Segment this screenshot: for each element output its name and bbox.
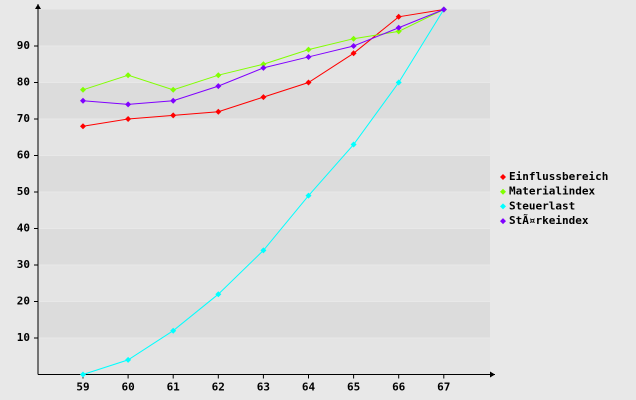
legend-label: StÃ¤rkeindex	[509, 214, 589, 227]
data-point	[395, 13, 402, 20]
data-point	[305, 79, 312, 86]
x-tick-label: 62	[212, 381, 225, 394]
x-tick-label: 67	[437, 381, 450, 394]
legend-label: Steuerlast	[509, 199, 575, 212]
data-point	[305, 192, 312, 199]
grid-band	[38, 119, 490, 156]
data-point	[170, 327, 177, 334]
data-point	[350, 35, 357, 42]
data-point	[80, 123, 86, 130]
grid-band	[38, 265, 490, 302]
data-point	[170, 86, 177, 93]
grid-band	[38, 338, 490, 375]
data-point	[125, 72, 132, 79]
x-tick-label: 59	[76, 381, 89, 394]
y-tick-label: 30	[17, 258, 30, 271]
x-axis-arrow	[490, 371, 495, 378]
x-tick-label: 63	[257, 381, 270, 394]
x-tick-label: 64	[302, 381, 316, 394]
y-tick-label: 70	[17, 112, 30, 125]
data-point	[125, 101, 132, 108]
legend-label: Einflussbereich	[509, 170, 608, 183]
grid-band	[38, 228, 490, 265]
data-point	[170, 112, 177, 119]
grid-band	[38, 192, 490, 229]
data-point	[215, 108, 222, 115]
legend-marker	[500, 218, 506, 225]
y-tick-label: 60	[17, 149, 30, 162]
y-tick-label: 10	[17, 331, 30, 344]
y-axis-arrow	[35, 4, 41, 9]
data-point	[305, 46, 312, 53]
data-point	[80, 97, 86, 104]
data-point	[260, 61, 267, 68]
data-point	[215, 83, 222, 90]
data-point	[350, 50, 357, 57]
data-point	[80, 86, 86, 93]
data-point	[305, 53, 312, 60]
grid-band	[38, 82, 490, 119]
data-point	[350, 43, 357, 49]
data-point	[395, 79, 402, 86]
data-point	[170, 97, 177, 104]
data-point	[260, 64, 267, 71]
y-tick-label: 90	[17, 39, 30, 52]
data-point	[125, 116, 132, 122]
y-tick-label: 80	[17, 76, 30, 89]
x-tick-label: 66	[392, 381, 406, 394]
legend-marker	[500, 203, 506, 210]
data-point	[395, 28, 402, 35]
legend-marker	[500, 174, 506, 180]
x-tick-label: 61	[167, 381, 181, 394]
legend-marker	[500, 188, 506, 195]
x-tick-label: 65	[347, 381, 360, 394]
y-tick-label: 40	[17, 222, 30, 235]
data-point	[125, 356, 132, 363]
data-point	[215, 291, 222, 298]
data-point	[215, 72, 222, 79]
data-point	[350, 141, 357, 148]
data-point	[260, 247, 267, 254]
grid-band	[38, 301, 490, 338]
data-point	[440, 6, 447, 13]
data-point	[80, 371, 86, 378]
legend-label: Materialindex	[509, 185, 595, 198]
grid-band	[38, 155, 490, 192]
y-tick-label: 20	[17, 295, 30, 308]
data-point	[260, 94, 267, 101]
x-tick-label: 60	[121, 381, 134, 394]
data-point	[395, 24, 402, 31]
grid-band	[38, 9, 490, 46]
y-tick-label: 50	[17, 185, 30, 198]
